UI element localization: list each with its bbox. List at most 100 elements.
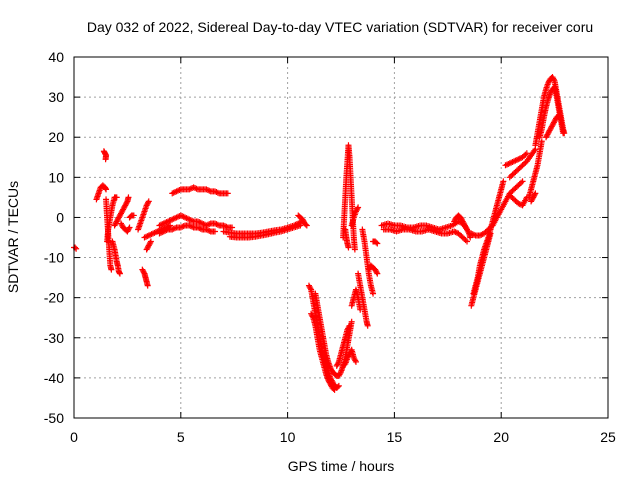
data-point [558, 114, 565, 121]
data-point [309, 313, 316, 320]
data-point [374, 240, 381, 247]
data-point [523, 150, 530, 157]
data-point [337, 370, 344, 377]
y-tick-label: -40 [44, 370, 64, 386]
data-point [167, 222, 174, 229]
data-point [560, 130, 567, 137]
data-point [204, 221, 211, 228]
grid-lines [74, 57, 608, 418]
data-point [123, 199, 130, 206]
data-point [531, 191, 538, 198]
data-point [113, 194, 120, 201]
data-point [224, 190, 231, 197]
data-point [213, 189, 220, 196]
data-point [206, 221, 213, 228]
data-point [211, 228, 218, 235]
x-tick-label: 10 [280, 429, 296, 445]
data-point [187, 185, 194, 192]
y-axis-label: SDTVAR / TECUs [5, 181, 21, 293]
y-tick-label: -50 [44, 410, 64, 426]
y-tick-label: 0 [56, 209, 64, 225]
data-point [213, 221, 220, 228]
data-point [192, 185, 199, 192]
data-point [519, 178, 526, 185]
data-point [297, 222, 304, 229]
data-point [538, 138, 545, 145]
x-tick-label: 25 [600, 429, 616, 445]
data-point [364, 322, 371, 329]
data-point [335, 382, 342, 389]
data-point [180, 223, 187, 230]
data-point [467, 234, 474, 241]
data-point [206, 187, 213, 194]
data-point [345, 244, 352, 251]
y-tick-label: -30 [44, 330, 64, 346]
data-point [196, 225, 203, 232]
data-point [116, 270, 123, 277]
data-point [147, 238, 154, 245]
x-tick-label: 0 [70, 429, 78, 445]
data-point [302, 221, 309, 228]
x-tick-label: 15 [387, 429, 403, 445]
y-tick-label: 40 [48, 49, 64, 65]
data-point [335, 360, 342, 367]
data-point [204, 227, 211, 234]
data-point [189, 223, 196, 230]
data-point [331, 386, 338, 393]
data-point [351, 246, 358, 253]
data-point [103, 186, 110, 193]
data-point [550, 76, 557, 83]
data-point [126, 224, 133, 231]
data-point [556, 113, 563, 120]
data-point [307, 285, 314, 292]
x-tick-label: 20 [493, 429, 509, 445]
data-point [229, 224, 236, 231]
data-point [125, 225, 132, 232]
axis-ticks: 0 5 10 15 20 25 -50 -40 -30 -20 -10 0 10 20 30 40 [44, 49, 616, 445]
data-point [206, 227, 213, 234]
data-points [71, 74, 568, 393]
data-point [464, 238, 471, 245]
data-point [145, 198, 152, 205]
data-point [370, 290, 377, 297]
data-point [144, 282, 151, 289]
data-point [303, 222, 310, 229]
y-tick-label: -10 [44, 250, 64, 266]
y-tick-label: 20 [48, 129, 64, 145]
data-point [346, 322, 353, 329]
chart-title: Day 032 of 2022, Sidereal Day-to-day VTE… [87, 19, 593, 35]
data-point [374, 270, 381, 277]
data-point [140, 269, 147, 276]
data-point [108, 266, 115, 273]
data-point [197, 225, 204, 232]
data-point [214, 189, 221, 196]
plot-frame [73, 56, 609, 419]
y-tick-label: 30 [48, 89, 64, 105]
data-point [352, 358, 359, 365]
data-point [330, 385, 337, 392]
data-point [145, 199, 152, 206]
data-point [102, 156, 109, 163]
data-point [187, 223, 194, 230]
data-point [72, 244, 79, 251]
data-point [373, 269, 380, 276]
y-tick-label: 10 [48, 169, 64, 185]
x-axis-label: GPS time / hours [288, 458, 395, 474]
x-tick-label: 5 [177, 429, 185, 445]
data-point [147, 239, 154, 246]
data-point [500, 178, 507, 185]
data-point [214, 221, 221, 228]
data-point [352, 357, 359, 364]
data-point [354, 205, 361, 212]
data-point [532, 190, 539, 197]
data-point [345, 324, 352, 331]
data-point [334, 383, 341, 390]
data-point [193, 185, 200, 192]
data-point [204, 187, 211, 194]
data-point [373, 239, 380, 246]
data-point [221, 223, 228, 230]
data-point [355, 204, 362, 211]
y-tick-label: -20 [44, 290, 64, 306]
data-point [223, 223, 230, 230]
